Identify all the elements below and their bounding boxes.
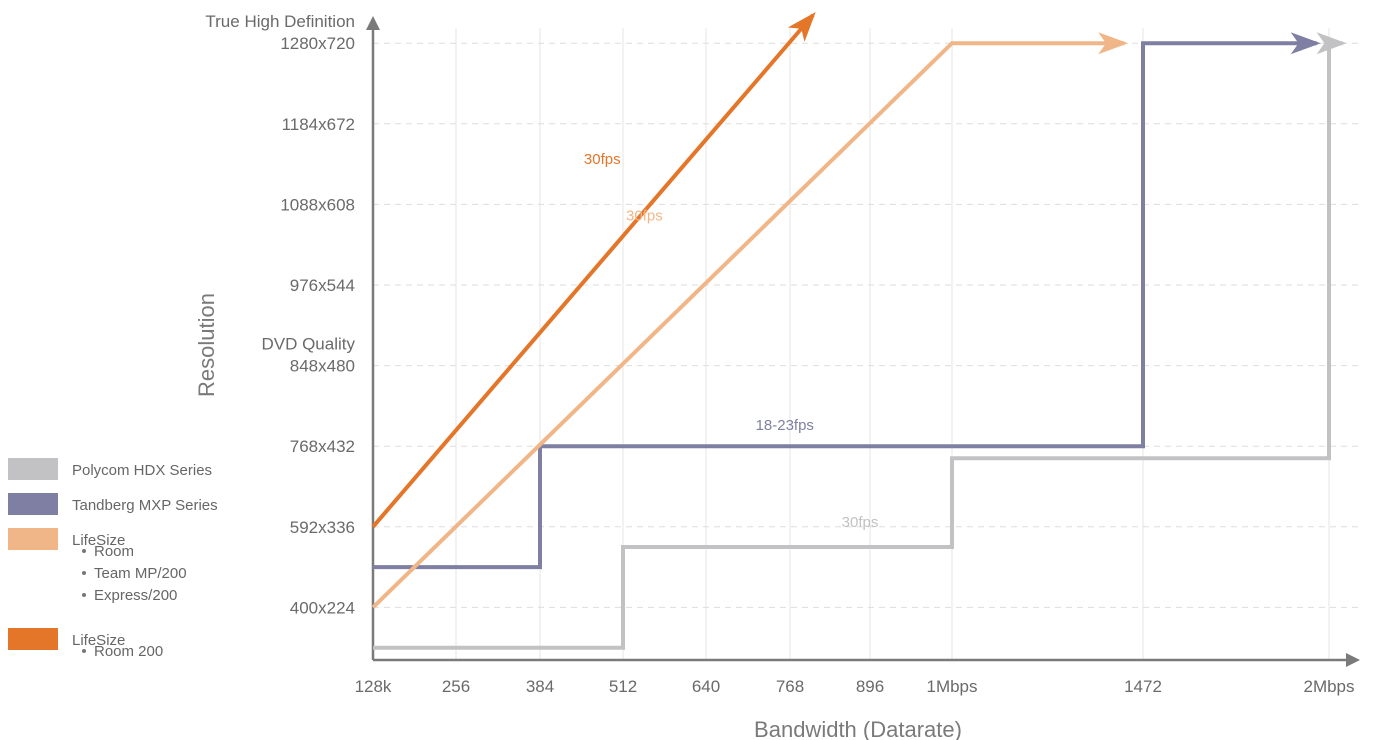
y-axis-title: Resolution	[194, 293, 219, 397]
series-label: 30fps	[842, 514, 879, 531]
y-tick-label: 1088x608	[280, 195, 355, 214]
legend: Polycom HDX Series Tandberg MXP Series Lif…	[8, 458, 218, 660]
series-lines	[371, 12, 1347, 650]
x-tick-label: 128k	[355, 677, 392, 696]
x-tick-label: 256	[442, 677, 470, 696]
y-tick-labels: 400x224 592x336 768x432 848x480 DVD Quality 9…	[205, 12, 355, 617]
series-label: 18-23fps	[756, 417, 814, 434]
y-tick-caption: DVD Quality	[261, 335, 355, 354]
legend-entry: Polycom HDX Series	[72, 462, 212, 479]
y-tick-label: 1280x720	[280, 34, 355, 53]
x-tick-label: 640	[692, 677, 720, 696]
legend-swatch	[8, 458, 58, 480]
series-arrowhead	[787, 12, 816, 42]
legend-bullet	[82, 549, 86, 553]
y-tick-label: 768x432	[290, 437, 355, 456]
x-tick-labels: 128k 256 384 512 640 768 896 1Mbps 1472 2Mbps	[355, 677, 1355, 696]
y-tick-label: 1184x672	[282, 115, 355, 134]
series-line	[371, 41, 1125, 609]
series-line	[371, 13, 815, 529]
y-tick-label: 400x224	[290, 598, 355, 617]
y-axis-arrow	[366, 16, 380, 30]
legend-swatch	[8, 628, 58, 650]
series-label: 30fps	[626, 208, 663, 225]
x-tick-label: 1Mbps	[926, 677, 977, 696]
legend-entry: Tandberg MXP Series	[72, 497, 218, 514]
legend-sub-entry: Room 200	[94, 643, 163, 660]
x-tick-label: 2Mbps	[1303, 677, 1354, 696]
series-arrowhead	[1290, 32, 1321, 55]
y-tick-label: 848x480	[290, 357, 355, 376]
legend-sub-entry: Express/200	[94, 587, 177, 604]
legend-swatch	[8, 493, 58, 515]
x-tick-label: 384	[526, 677, 554, 696]
legend-sub-entry: Team MP/200	[94, 565, 187, 582]
x-tick-label: 512	[609, 677, 637, 696]
legend-entry: LifeSize	[72, 532, 125, 549]
series-line	[373, 41, 1317, 570]
series-arrowhead	[1316, 32, 1347, 55]
legend-swatch	[8, 528, 58, 550]
series-arrowhead	[1098, 32, 1129, 55]
legend-bullet	[82, 571, 86, 575]
y-tick-label: 976x544	[290, 276, 355, 295]
x-tick-label: 1472	[1124, 677, 1162, 696]
legend-bullet	[82, 593, 86, 597]
y-tick-caption: True High Definition	[205, 12, 355, 31]
legend-bullet	[82, 649, 86, 653]
series-label: 30fps	[584, 151, 621, 168]
y-tick-label: 592x336	[290, 518, 355, 537]
series-labels: 30fps 18-23fps 30fps 30fps	[584, 151, 878, 531]
legend-sub-entry: Room	[94, 543, 134, 560]
x-tick-label: 768	[776, 677, 804, 696]
x-axis-arrow	[1346, 653, 1360, 667]
legend-entry: LifeSize	[72, 632, 125, 649]
axes	[366, 16, 1360, 667]
x-tick-label: 896	[856, 677, 884, 696]
series-line	[373, 43, 1331, 650]
x-axis-title: Bandwidth (Datarate)	[754, 717, 962, 740]
